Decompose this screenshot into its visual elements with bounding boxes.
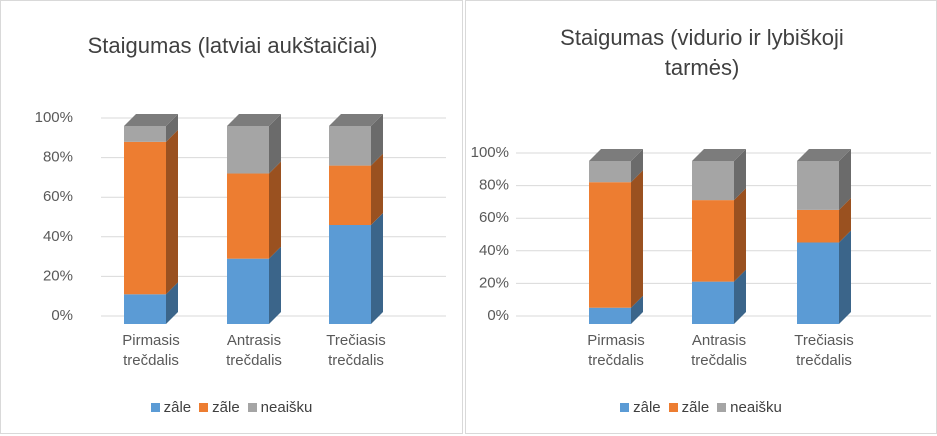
bar-side <box>839 197 851 243</box>
bar <box>589 182 631 308</box>
bar-side <box>269 246 281 324</box>
bar <box>692 281 734 324</box>
legend-item: zâle <box>150 399 192 416</box>
bar <box>329 126 371 166</box>
legend-label: zâle <box>163 399 192 416</box>
bar-side <box>166 282 178 324</box>
legend-swatch <box>717 403 727 412</box>
y-tick-label: 60% <box>479 209 509 226</box>
bar-side <box>734 149 746 201</box>
bar <box>124 294 166 324</box>
legend-label: zãle <box>212 399 240 416</box>
bar-side <box>371 153 383 225</box>
y-tick-label: 60% <box>43 188 73 205</box>
bar <box>797 242 839 324</box>
bar <box>692 161 734 201</box>
x-tick-label: Pirmasis trečdalis <box>587 332 645 369</box>
y-tick-label: 20% <box>479 274 509 291</box>
legend-label: neaišku <box>260 399 313 416</box>
x-tick-label: Trečiasis trečdalis <box>326 332 386 369</box>
y-tick-label: 100% <box>35 109 73 126</box>
legend-label: zãle <box>681 399 710 416</box>
legend: zâle zãle neaišku <box>1 399 462 416</box>
y-tick-label: 80% <box>43 149 73 166</box>
bar-top <box>797 149 851 161</box>
bar <box>329 225 371 324</box>
legend-label: zâle <box>633 399 661 416</box>
legend-item: neaišku <box>717 399 782 416</box>
legend-item: zâle <box>620 399 661 416</box>
bar-side <box>839 230 851 324</box>
bar-side <box>371 213 383 324</box>
bar-side <box>839 149 851 210</box>
y-tick-label: 80% <box>479 177 509 194</box>
bar <box>797 209 839 243</box>
legend-swatch <box>247 403 257 412</box>
bar <box>797 161 839 210</box>
bar-side <box>269 161 281 259</box>
y-tick-label: 40% <box>479 242 509 259</box>
legend-swatch <box>620 403 630 412</box>
chart-panel: Staigumas (latviai aukštaičiai) 0% 20% 40% 6… <box>0 0 463 434</box>
chart-title: Staigumas (latviai aukštaičiai) <box>87 33 378 58</box>
bar-top <box>329 114 383 126</box>
bar-side <box>371 114 383 166</box>
bar-top <box>124 114 178 126</box>
bar-side <box>734 269 746 324</box>
bar <box>589 307 631 324</box>
bar-side <box>166 129 178 295</box>
bar-top <box>589 149 643 161</box>
bar-side <box>269 114 281 174</box>
chart-panel: Staigumas (vidurio ir lybiškoji tarmės) 0… <box>465 0 937 434</box>
y-tick-label: 0% <box>487 307 509 324</box>
legend-swatch <box>150 403 160 412</box>
bar <box>329 165 371 225</box>
bar <box>227 126 269 174</box>
bar-side <box>631 149 643 183</box>
bar <box>227 258 269 324</box>
legend-item: zãle <box>199 399 240 416</box>
legend-item: neaišku <box>247 399 313 416</box>
bar-side <box>734 188 746 282</box>
bar <box>124 141 166 295</box>
y-tick-label: 40% <box>43 228 73 245</box>
bar-side <box>166 114 178 142</box>
y-tick-label: 20% <box>43 267 73 284</box>
legend-swatch <box>668 403 678 412</box>
legend: zâle zãle neaišku <box>466 399 936 416</box>
bar <box>692 200 734 282</box>
x-tick-label: Antrasis trečdalis <box>691 332 747 369</box>
legend-swatch <box>199 403 209 412</box>
bar <box>124 126 166 142</box>
legend-item: zãle <box>668 399 710 416</box>
bar-side <box>631 170 643 308</box>
y-tick-label: 100% <box>471 144 509 161</box>
bar-side <box>631 295 643 324</box>
x-tick-label: Pirmasis trečdalis <box>122 332 180 369</box>
x-tick-label: Antrasis trečdalis <box>226 332 282 369</box>
bar <box>227 173 269 259</box>
y-tick-label: 0% <box>51 307 73 324</box>
chart: 0% 20% 40% 60% 80% 100% <box>35 109 446 324</box>
chart: 0% 20% 40% 60% 80% 100% <box>471 144 931 324</box>
bar-top <box>692 149 746 161</box>
legend-label: neaišku <box>730 399 782 416</box>
bar <box>589 161 631 183</box>
chart-title: Staigumas (vidurio ir lybiškoji tarmės) <box>560 25 844 80</box>
bar-top <box>227 114 281 126</box>
x-tick-label: Trečiasis trečdalis <box>794 332 854 369</box>
